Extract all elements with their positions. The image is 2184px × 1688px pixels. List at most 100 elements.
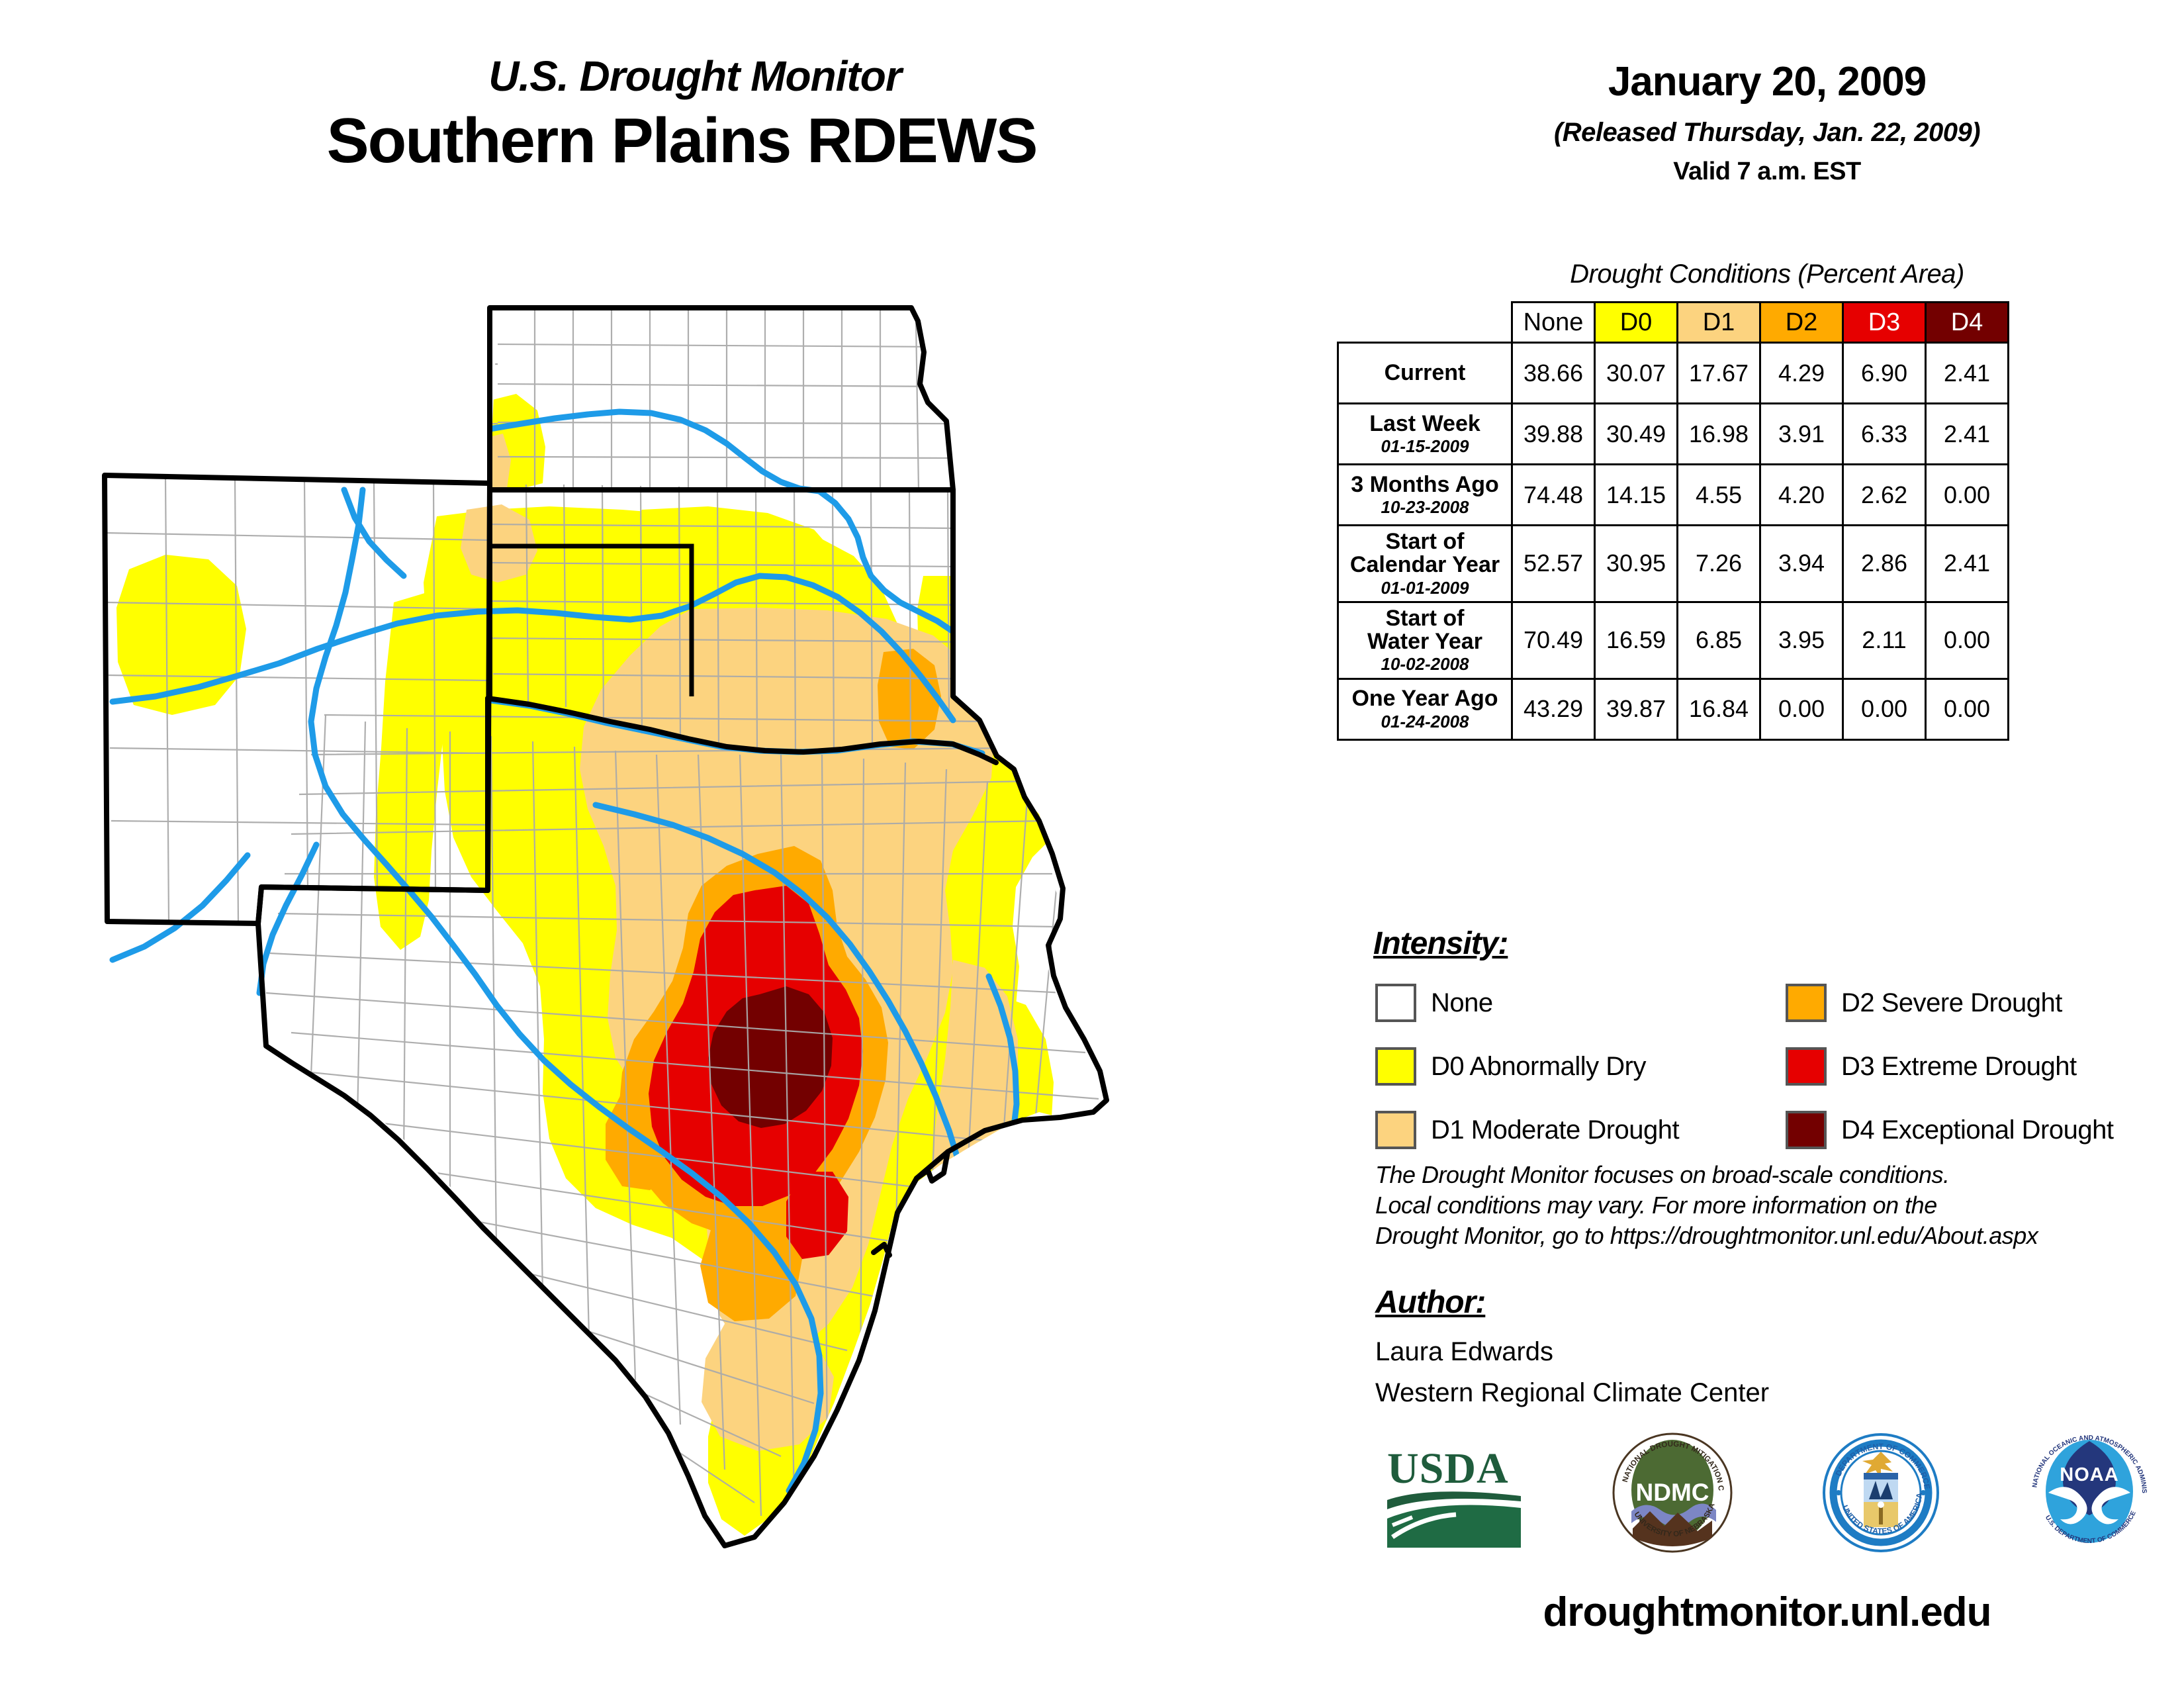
table-cell-d4: 0.00 xyxy=(1925,463,2009,526)
release-date: (Released Thursday, Jan. 22, 2009) xyxy=(1553,118,1981,147)
legend-label: D0 Abnormally Dry xyxy=(1431,1051,1646,1081)
intensity-heading: Intensity: xyxy=(1373,926,1508,961)
legend-swatch-left-1 xyxy=(1375,1047,1416,1086)
table-caption: Drought Conditions (Percent Area) xyxy=(1570,259,1964,289)
table-cell-none: 52.57 xyxy=(1511,524,1596,603)
table-corner-spacer xyxy=(1338,303,1512,343)
agency-logos: USDA NDMC NATIONAL DROUGHT MITIGATIO xyxy=(1383,1430,2151,1556)
ndmc-logo: NDMC NATIONAL DROUGHT MITIGATION CENTER … xyxy=(1612,1430,1734,1556)
table-cell-d2: 4.20 xyxy=(1759,463,1844,526)
author-organization: Western Regional Climate Center xyxy=(1375,1378,1770,1407)
legend-label: D3 Extreme Drought xyxy=(1841,1051,2077,1081)
table-cell-d0: 30.49 xyxy=(1594,402,1678,465)
table-cell-d3: 6.33 xyxy=(1842,402,1927,465)
d4-exceptional-drought-areas xyxy=(708,986,833,1128)
table-cell-d2: 3.91 xyxy=(1759,402,1844,465)
table-cell-d0: 30.07 xyxy=(1594,342,1678,404)
legend-column-left: None D0 Abnormally Dry D1 Moderate Drought xyxy=(1375,978,1680,1169)
legend-label: D2 Severe Drought xyxy=(1841,988,2062,1017)
legend-label: D4 Exceptional Drought xyxy=(1841,1115,2114,1145)
table-cell-d0: 30.95 xyxy=(1594,524,1678,603)
author-heading: Author: xyxy=(1375,1285,1486,1320)
legend-item: D2 Severe Drought xyxy=(1786,978,2113,1027)
table-cell-d0: 39.87 xyxy=(1594,677,1678,741)
table-cell-d3: 2.11 xyxy=(1842,600,1927,680)
doc-seal-logo: DEPARTMENT OF COMMERCE UNITED STATES OF … xyxy=(1820,1430,1942,1556)
table-row-date: 01-01-2009 xyxy=(1381,577,1469,598)
table-row-date: 10-02-2008 xyxy=(1381,654,1469,675)
table-row: One Year Ago 01-24-2008 43.29 39.87 16.84 0.0… xyxy=(1337,677,2009,741)
usda-logo: USDA xyxy=(1383,1430,1525,1556)
svg-text:NOAA: NOAA xyxy=(2060,1464,2118,1485)
table-cell-d1: 7.26 xyxy=(1676,524,1761,603)
legend-item: D3 Extreme Drought xyxy=(1786,1042,2113,1091)
legend-item: D0 Abnormally Dry xyxy=(1375,1042,1679,1091)
table-row: Current 38.66 30.07 17.67 4.29 6.90 2.41 xyxy=(1337,342,2009,404)
page-title: Southern Plains RDEWS xyxy=(326,105,1038,176)
table-row: Start of Calendar Year 01-01-2009 52.57 30.9… xyxy=(1337,524,2009,603)
legend-item: D1 Moderate Drought xyxy=(1375,1105,1680,1154)
page-subtitle: U.S. Drought Monitor xyxy=(488,52,901,100)
table-cell-d1: 17.67 xyxy=(1676,342,1761,404)
table-row-date: 01-24-2008 xyxy=(1381,711,1469,731)
legend-swatch-right-2 xyxy=(1786,1111,1827,1149)
table-header-d2: D2 xyxy=(1759,301,1844,344)
legend-swatch-right-1 xyxy=(1786,1047,1827,1086)
table-cell-d2: 0.00 xyxy=(1759,677,1844,741)
oklahoma-panhandle-line xyxy=(490,543,694,696)
legend-swatch-left-2 xyxy=(1375,1111,1416,1149)
table-cell-d3: 0.00 xyxy=(1842,677,1927,741)
legend-item: None xyxy=(1375,978,1679,1027)
legend-swatch-right-0 xyxy=(1786,984,1827,1022)
legend-label: None xyxy=(1431,988,1493,1017)
table-cell-d4: 0.00 xyxy=(1925,600,2009,680)
noaa-logo: NOAA NATIONAL OCEANIC AND ATMOSPHERIC AD… xyxy=(2028,1430,2151,1556)
table-row-label: One Year Ago 01-24-2008 xyxy=(1337,677,1513,741)
table-row-label: Start of Calendar Year 01-01-2009 xyxy=(1337,524,1513,603)
table-row-label: Last Week 01-15-2009 xyxy=(1337,402,1513,465)
table-cell-none: 39.88 xyxy=(1511,402,1596,465)
table-header-row: None D0 D1 D2 D3 D4 xyxy=(1338,301,2009,344)
table-row: 3 Months Ago 10-23-2008 74.48 14.15 4.55 4.20… xyxy=(1337,463,2009,526)
table-cell-d1: 16.98 xyxy=(1676,402,1761,465)
table-header-d1: D1 xyxy=(1676,301,1761,344)
table-row-label: 3 Months Ago 10-23-2008 xyxy=(1337,463,1513,526)
footer-url: droughtmonitor.unl.edu xyxy=(1543,1589,1991,1635)
svg-text:USDA: USDA xyxy=(1387,1444,1509,1493)
table-cell-d1: 16.84 xyxy=(1676,677,1761,741)
county-boundaries xyxy=(105,308,1099,1517)
table-row: Last Week 01-15-2009 39.88 30.49 16.98 3.91 6.… xyxy=(1337,402,2009,465)
table-header-none: None xyxy=(1511,301,1596,344)
table-cell-d2: 4.29 xyxy=(1759,342,1844,404)
table-row: Start of Water Year 10-02-2008 70.49 16.59 6.… xyxy=(1337,600,2009,680)
disclaimer-text: The Drought Monitor focuses on broad-sca… xyxy=(1375,1161,2038,1250)
valid-time: Valid 7 a.m. EST xyxy=(1673,158,1861,185)
legend-item: D4 Exceptional Drought xyxy=(1786,1105,2114,1154)
table-cell-d4: 0.00 xyxy=(1925,677,2009,741)
table-row-date: 01-15-2009 xyxy=(1381,436,1469,457)
table-header-d4: D4 xyxy=(1925,301,2009,344)
table-row-date: 10-23-2008 xyxy=(1381,497,1469,518)
table-cell-d3: 2.62 xyxy=(1842,463,1927,526)
legend-swatch-left-0 xyxy=(1375,984,1416,1022)
table-cell-none: 70.49 xyxy=(1511,600,1596,680)
table-cell-none: 38.66 xyxy=(1511,342,1596,404)
table-cell-d4: 2.41 xyxy=(1925,402,2009,465)
table-cell-d0: 14.15 xyxy=(1594,463,1678,526)
state-boundaries xyxy=(102,305,1109,1548)
report-date: January 20, 2009 xyxy=(1608,59,1927,105)
table-cell-d2: 3.94 xyxy=(1759,524,1844,603)
table-header-d0: D0 xyxy=(1594,301,1678,344)
table-cell-d1: 6.85 xyxy=(1676,600,1761,680)
drought-map xyxy=(93,291,1297,1562)
table-cell-d3: 6.90 xyxy=(1842,342,1927,404)
svg-text:NDMC: NDMC xyxy=(1636,1479,1709,1506)
table-cell-none: 43.29 xyxy=(1511,677,1596,741)
table-cell-d2: 3.95 xyxy=(1759,600,1844,680)
author-name: Laura Edwards xyxy=(1375,1337,1554,1366)
drought-intensity-layers xyxy=(116,394,1082,1536)
drought-conditions-table: None D0 D1 D2 D3 D4 Current 38.66 30.07 17.67 4.2… xyxy=(1337,301,2009,741)
table-cell-d4: 2.41 xyxy=(1925,524,2009,603)
table-cell-d1: 4.55 xyxy=(1676,463,1761,526)
